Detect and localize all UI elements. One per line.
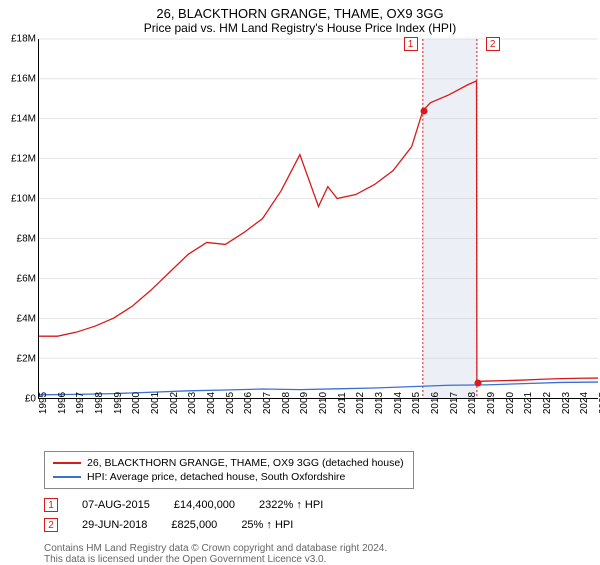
chart-title: 26, BLACKTHORN GRANGE, THAME, OX9 3GG bbox=[0, 0, 600, 21]
marker-price: £825,000 bbox=[171, 519, 217, 531]
x-tick: 2012 bbox=[355, 392, 366, 414]
x-tick: 2014 bbox=[393, 392, 404, 414]
x-tick: 2021 bbox=[523, 392, 534, 414]
marker-details: 1 07-AUG-2015 £14,400,000 2322% ↑ HPI2 2… bbox=[44, 495, 600, 535]
x-tick: 2016 bbox=[430, 392, 441, 414]
chart-subtitle: Price paid vs. HM Land Registry's House … bbox=[0, 21, 600, 39]
marker-id-box: 2 bbox=[44, 518, 58, 532]
x-tick: 2009 bbox=[299, 392, 310, 414]
marker-pct: 2322% ↑ HPI bbox=[259, 499, 323, 511]
marker-pct: 25% ↑ HPI bbox=[241, 519, 293, 531]
x-tick: 2010 bbox=[318, 392, 329, 414]
x-tick: 2003 bbox=[187, 392, 198, 414]
marker-price: £14,400,000 bbox=[174, 499, 235, 511]
footer-line1: Contains HM Land Registry data © Crown c… bbox=[44, 543, 600, 554]
legend-label: HPI: Average price, detached house, Sout… bbox=[87, 471, 345, 483]
marker-dot bbox=[420, 108, 427, 115]
x-tick: 1999 bbox=[113, 392, 124, 414]
x-tick: 2020 bbox=[505, 392, 516, 414]
x-tick: 2006 bbox=[243, 392, 254, 414]
y-tick: £8M bbox=[17, 234, 36, 245]
x-tick: 2022 bbox=[542, 392, 553, 414]
marker-detail-row: 2 29-JUN-2018 £825,000 25% ↑ HPI bbox=[44, 515, 600, 535]
marker-id-box: 1 bbox=[44, 498, 58, 512]
x-tick: 1995 bbox=[38, 392, 49, 414]
x-tick: 2015 bbox=[411, 392, 422, 414]
x-tick: 2000 bbox=[131, 392, 142, 414]
x-tick: 2017 bbox=[449, 392, 460, 414]
footer: Contains HM Land Registry data © Crown c… bbox=[44, 543, 600, 565]
x-tick: 2018 bbox=[467, 392, 478, 414]
x-tick: 2024 bbox=[579, 392, 590, 414]
y-tick: £14M bbox=[11, 113, 36, 124]
x-tick: 2008 bbox=[281, 392, 292, 414]
legend-swatch bbox=[53, 476, 81, 478]
y-tick: £10M bbox=[11, 193, 36, 204]
x-tick: 2007 bbox=[262, 392, 273, 414]
x-tick: 2004 bbox=[206, 392, 217, 414]
x-tick: 1996 bbox=[57, 392, 68, 414]
x-tick: 2023 bbox=[561, 392, 572, 414]
y-tick: £0 bbox=[25, 394, 36, 405]
y-axis: £0£2M£4M£6M£8M£10M£12M£14M£16M£18M bbox=[2, 39, 38, 399]
marker-date: 07-AUG-2015 bbox=[82, 499, 150, 511]
y-tick: £16M bbox=[11, 73, 36, 84]
y-tick: £12M bbox=[11, 154, 36, 165]
legend-label: 26, BLACKTHORN GRANGE, THAME, OX9 3GG (d… bbox=[87, 457, 404, 469]
marker-date: 29-JUN-2018 bbox=[82, 519, 147, 531]
chart-area: £0£2M£4M£6M£8M£10M£12M£14M£16M£18M 12 19… bbox=[38, 39, 598, 399]
x-tick: 1998 bbox=[94, 392, 105, 414]
plot-area: 12 bbox=[38, 39, 598, 399]
x-tick: 2019 bbox=[486, 392, 497, 414]
y-tick: £6M bbox=[17, 274, 36, 285]
legend-item: HPI: Average price, detached house, Sout… bbox=[53, 470, 405, 484]
x-tick: 1997 bbox=[75, 392, 86, 414]
marker-label-box: 2 bbox=[486, 37, 500, 51]
marker-detail-row: 1 07-AUG-2015 £14,400,000 2322% ↑ HPI bbox=[44, 495, 600, 515]
marker-dot bbox=[474, 379, 481, 386]
x-tick: 2011 bbox=[337, 392, 348, 414]
x-tick: 2002 bbox=[169, 392, 180, 414]
legend-item: 26, BLACKTHORN GRANGE, THAME, OX9 3GG (d… bbox=[53, 456, 405, 470]
legend-swatch bbox=[53, 462, 81, 464]
legend: 26, BLACKTHORN GRANGE, THAME, OX9 3GG (d… bbox=[44, 451, 414, 489]
x-tick: 2005 bbox=[225, 392, 236, 414]
marker-label-box: 1 bbox=[404, 37, 418, 51]
y-tick: £4M bbox=[17, 314, 36, 325]
x-axis: 1995199619971998199920002001200220032004… bbox=[38, 399, 598, 443]
y-tick: £2M bbox=[17, 353, 36, 364]
y-tick: £18M bbox=[11, 34, 36, 45]
x-tick: 2013 bbox=[374, 392, 385, 414]
x-tick: 2001 bbox=[150, 392, 161, 414]
